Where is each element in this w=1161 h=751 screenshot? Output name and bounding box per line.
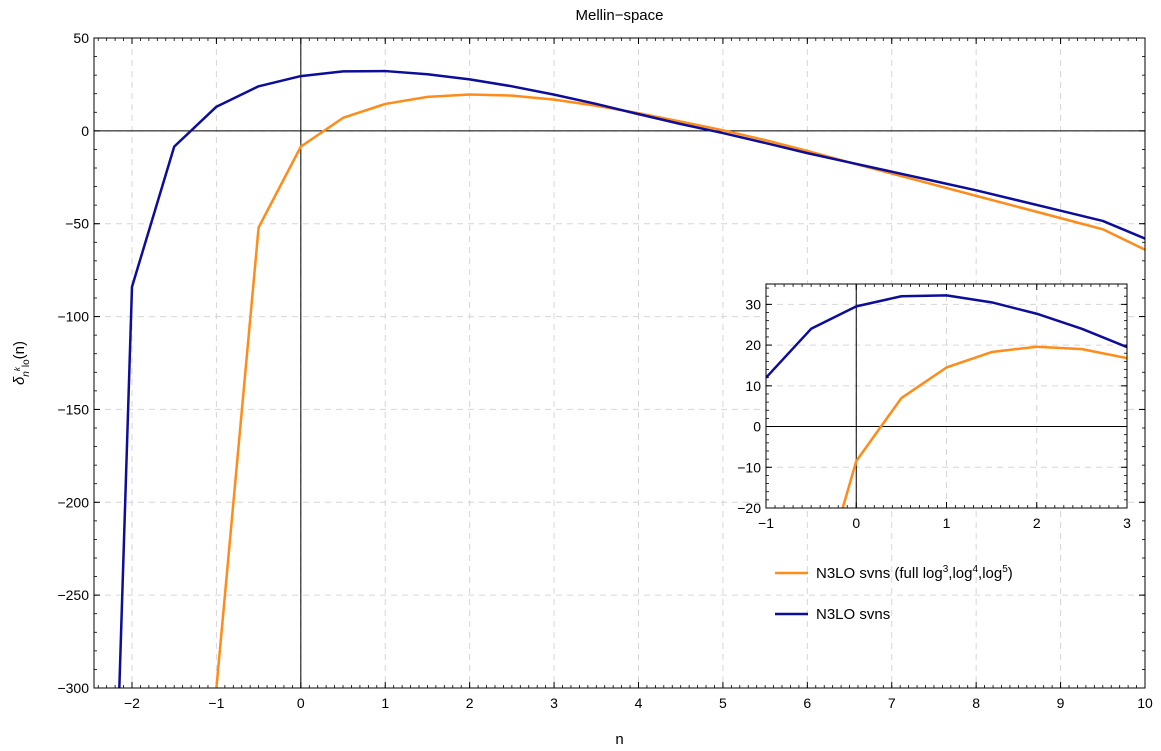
y-axis-label-tail: (n) — [11, 341, 28, 359]
legend: N3LO svns (full log3,log4,log5) N3LO svn… — [775, 564, 1013, 623]
legend-label-sup-4: 4 — [972, 564, 978, 575]
main-x-tick-label: 4 — [635, 695, 643, 711]
main-x-tick-label: 1 — [381, 695, 389, 711]
chart-title: Mellin−space — [576, 7, 664, 24]
main-y-tick-label: −50 — [65, 216, 89, 232]
main-y-tick-label: −100 — [57, 309, 89, 325]
legend-label-close-paren: ) — [1008, 565, 1013, 582]
inset-y-tick-label: 10 — [745, 378, 761, 394]
main-y-tick-label: −250 — [57, 587, 89, 603]
main-x-tick-label: 0 — [297, 695, 305, 711]
legend-label-sup-5: 5 — [1002, 564, 1008, 575]
inset-x-tick-label: 1 — [943, 515, 951, 531]
y-axis-label-sub2: lo — [21, 359, 32, 367]
inset-y-tick-label: −10 — [737, 459, 761, 475]
main-x-tick-label: −2 — [124, 695, 140, 711]
main-x-tick-label: 2 — [466, 695, 474, 711]
inset-y-tick-label: 30 — [745, 296, 761, 312]
y-axis-label-sub: n — [21, 371, 32, 377]
main-x-tick-label: 6 — [803, 695, 811, 711]
main-x-tick-label: −1 — [208, 695, 224, 711]
inset-y-tick-label: −20 — [737, 500, 761, 516]
main-series-line-1 — [118, 69, 1145, 688]
inset-y-tick-label: 0 — [753, 419, 761, 435]
main-y-tick-label: −300 — [57, 680, 89, 696]
main-y-tick-label: 50 — [73, 30, 89, 46]
main-x-tick-label: 3 — [550, 695, 558, 711]
main-x-tick-label: 8 — [972, 695, 980, 711]
legend-label-full-log-main: N3LO svns (full log — [816, 565, 943, 582]
legend-label-full-log: N3LO svns (full log3,log4,log5) — [816, 564, 1013, 582]
y-axis-label-sup: k — [13, 366, 22, 371]
main-y-tick-label: 0 — [81, 123, 89, 139]
y-axis-label-symbol: δ — [11, 376, 28, 385]
main-frame — [93, 37, 1146, 689]
legend-label-log4-text: ,log — [948, 565, 972, 582]
main-x-tick-label: 10 — [1137, 695, 1153, 711]
inset-x-tick-label: 2 — [1033, 515, 1041, 531]
main-y-tick-label: −200 — [57, 494, 89, 510]
legend-label-log5-text: ,log — [978, 565, 1002, 582]
inset-series-line-1 — [766, 294, 1127, 379]
y-axis-label: δnklo(n) — [11, 341, 32, 385]
x-axis-label: n — [615, 731, 623, 748]
inset-y-tick-label: 20 — [745, 337, 761, 353]
legend-label-sup-3: 3 — [943, 564, 949, 575]
main-x-tick-label: 9 — [1057, 695, 1065, 711]
inset-frame — [765, 283, 1128, 509]
inset-series-line-0 — [841, 345, 1127, 508]
main-x-tick-label: 7 — [888, 695, 896, 711]
main-x-tick-label: 5 — [719, 695, 727, 711]
inset-x-tick-label: 3 — [1123, 515, 1131, 531]
main-series-line-0 — [215, 93, 1145, 688]
inset-x-tick-label: −1 — [758, 515, 774, 531]
legend-label-svns: N3LO svns — [816, 606, 890, 623]
inset-x-tick-label: 0 — [852, 515, 860, 531]
main-y-tick-label: −150 — [57, 401, 89, 417]
